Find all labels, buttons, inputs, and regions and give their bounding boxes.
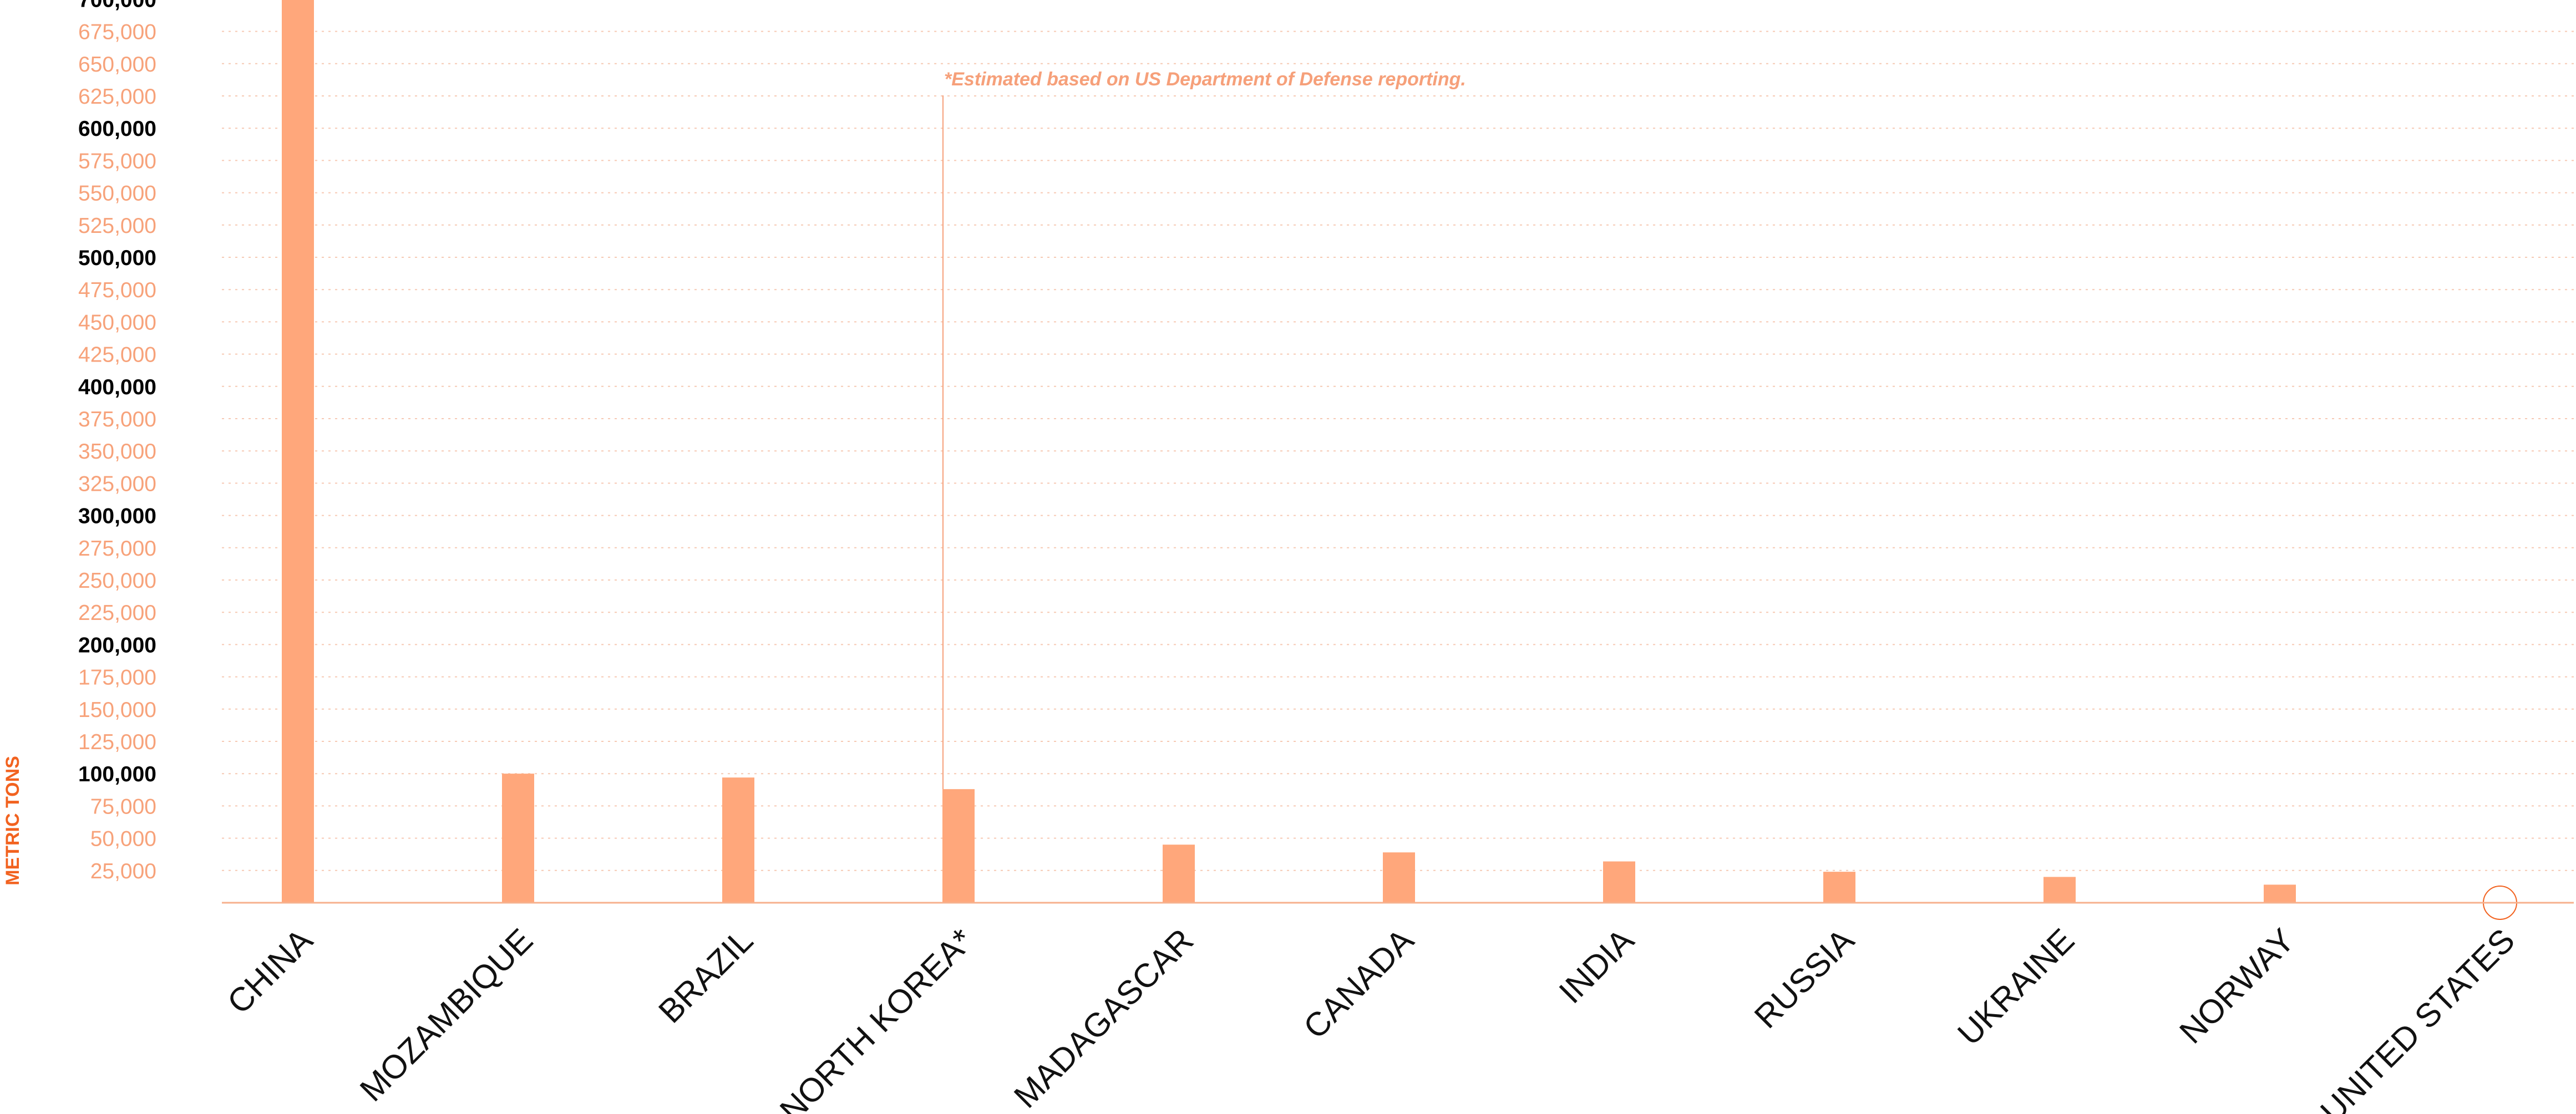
x-tick-label: UKRAINE xyxy=(1950,922,2081,1052)
x-tick-label: CANADA xyxy=(1296,922,1421,1046)
y-tick-label: 275,000 xyxy=(78,537,156,561)
gridlines xyxy=(222,30,2574,871)
x-tick-label: CHINA xyxy=(220,922,320,1021)
x-tick-label: NORTH KOREA* xyxy=(773,922,980,1114)
y-tick-label: 225,000 xyxy=(78,601,156,625)
bar xyxy=(722,777,754,903)
x-tick-label: UNITED STATES xyxy=(2313,922,2522,1114)
y-tick-label: 425,000 xyxy=(78,343,156,367)
bar xyxy=(1603,861,1635,903)
x-tick-label: MADAGASCAR xyxy=(1007,922,1200,1114)
y-axis-ticks: 25,000 50,000 75,000 100,000 125,000 150,000 1… xyxy=(78,0,156,883)
y-tick-label: 450,000 xyxy=(78,311,156,334)
y-tick-label: 175,000 xyxy=(78,666,156,690)
y-tick-label: 325,000 xyxy=(78,472,156,496)
x-tick-label: INDIA xyxy=(1552,922,1641,1011)
x-tick-label: MOZAMBIQUE xyxy=(353,922,540,1108)
annotation: *Estimated based on US Department of Def… xyxy=(942,69,1466,790)
y-tick-label: 200,000 xyxy=(78,633,156,657)
y-tick-label: 100,000 xyxy=(78,762,156,786)
y-tick-label: 625,000 xyxy=(78,85,156,109)
bar xyxy=(282,0,314,903)
y-tick-label: 525,000 xyxy=(78,214,156,238)
x-tick-label: NORWAY xyxy=(2172,922,2301,1051)
y-tick-label: 50,000 xyxy=(90,827,156,851)
x-tick-label: BRAZIL xyxy=(651,922,760,1030)
y-tick-label: 600,000 xyxy=(78,117,156,141)
x-tick-label: RUSSIA xyxy=(1747,922,1861,1035)
bar xyxy=(1383,852,1415,903)
y-tick-label: 350,000 xyxy=(78,440,156,464)
bar xyxy=(942,789,975,903)
y-tick-label: 25,000 xyxy=(90,859,156,883)
bar xyxy=(2264,884,2296,903)
bar xyxy=(1163,845,1195,903)
annotation-note: *Estimated based on US Department of Def… xyxy=(944,69,1466,90)
y-tick-label: 150,000 xyxy=(78,698,156,722)
bars xyxy=(282,0,2517,920)
y-tick-label: 675,000 xyxy=(78,21,156,44)
bar xyxy=(2043,877,2076,903)
bar xyxy=(1823,872,1855,903)
y-tick-label: 500,000 xyxy=(78,246,156,270)
y-tick-label: 75,000 xyxy=(90,795,156,818)
y-tick-label: 250,000 xyxy=(78,569,156,593)
x-axis-categories: CHINA MOZAMBIQUE BRAZIL NORTH KOREA* MADAGAS… xyxy=(220,922,2522,1114)
y-tick-label: 700,000 xyxy=(78,0,156,12)
y-tick-label: 650,000 xyxy=(78,53,156,77)
bar xyxy=(502,774,534,903)
y-tick-label: 375,000 xyxy=(78,408,156,431)
y-tick-label: 550,000 xyxy=(78,182,156,206)
y-tick-label: 575,000 xyxy=(78,149,156,173)
y-tick-label: 125,000 xyxy=(78,730,156,754)
y-tick-label: 300,000 xyxy=(78,505,156,528)
y-axis-label: METRIC TONS xyxy=(2,756,23,886)
y-tick-label: 475,000 xyxy=(78,278,156,302)
y-tick-label: 400,000 xyxy=(78,375,156,399)
